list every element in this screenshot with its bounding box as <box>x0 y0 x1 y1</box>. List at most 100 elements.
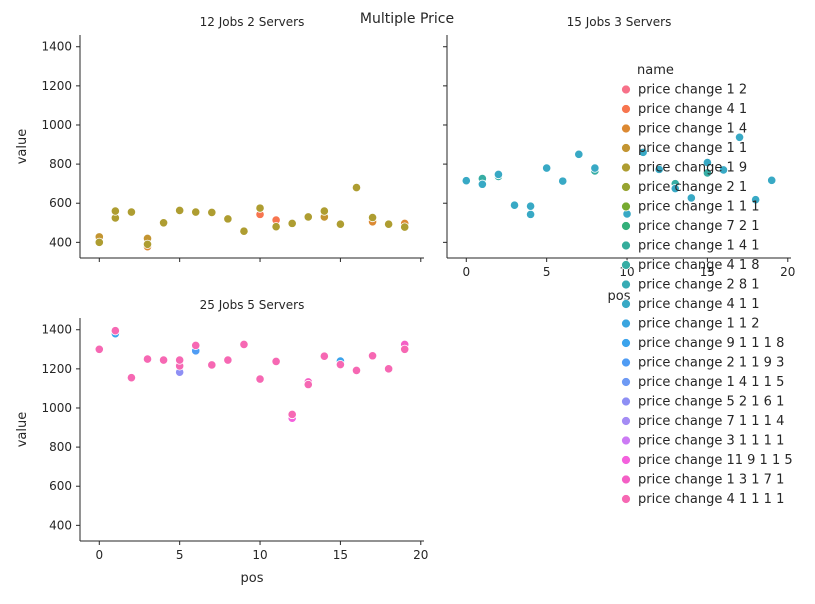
data-point <box>223 355 233 365</box>
legend-label: price change 7 2 1 <box>638 219 760 234</box>
legend-label: price change 11 9 1 1 5 <box>638 453 793 468</box>
y-tick-label: 1200 <box>41 79 72 93</box>
data-point <box>142 239 153 249</box>
y-tick-label: 400 <box>49 235 72 249</box>
data-point <box>287 409 297 420</box>
data-point <box>751 195 761 205</box>
data-point <box>271 222 281 232</box>
legend-label: price change 9 1 1 1 8 <box>638 336 784 351</box>
legend-title: name <box>637 63 674 78</box>
y-tick-label: 600 <box>49 479 72 493</box>
data-point <box>287 218 297 228</box>
data-point <box>767 175 777 185</box>
data-point <box>477 179 487 189</box>
legend-label: price change 2 1 1 9 3 <box>638 356 784 371</box>
legend-label: price change 1 4 <box>638 122 747 137</box>
legend-marker <box>621 357 631 368</box>
data-point <box>702 157 713 168</box>
legend-marker <box>621 435 631 446</box>
legend-marker <box>621 104 631 114</box>
y-axis-label: value <box>15 129 30 165</box>
data-point <box>686 193 696 203</box>
facet-title: 15 Jobs 3 Servers <box>567 15 672 29</box>
data-point <box>558 176 568 186</box>
legend-label: price change 1 4 1 <box>638 239 760 254</box>
legend-marker <box>621 396 631 407</box>
x-tick-label: 0 <box>95 548 103 562</box>
data-point <box>400 344 410 354</box>
legend-label: price change 2 8 1 <box>638 278 760 293</box>
legend-marker <box>621 143 631 153</box>
data-point <box>271 356 281 367</box>
data-point <box>207 360 217 370</box>
legend-label: price change 4 1 <box>638 102 747 117</box>
legend-marker <box>621 299 631 309</box>
data-point <box>175 355 185 365</box>
legend-label: price change 2 1 <box>638 180 747 195</box>
legend-marker <box>621 162 631 173</box>
data-point <box>126 207 137 217</box>
data-point <box>223 214 233 224</box>
data-point <box>319 351 329 361</box>
data-point <box>142 354 153 364</box>
legend-marker <box>621 260 631 270</box>
facet-title: 25 Jobs 5 Servers <box>200 298 305 312</box>
data-point <box>400 222 410 232</box>
y-tick-label: 1200 <box>41 362 72 376</box>
legend-label: price change 1 1 2 <box>638 317 760 332</box>
legend-label: price change 3 1 1 1 1 <box>638 434 784 449</box>
x-tick-label: 0 <box>462 265 470 279</box>
data-point <box>542 163 552 173</box>
legend-marker <box>621 494 631 504</box>
chart-title: Multiple Price <box>360 11 454 27</box>
data-point <box>255 203 265 213</box>
data-point <box>654 164 664 174</box>
data-point <box>702 168 713 178</box>
data-point <box>461 176 471 186</box>
legend-marker <box>621 416 631 426</box>
legend-marker <box>621 318 631 329</box>
data-point <box>384 364 394 374</box>
data-point <box>207 207 217 218</box>
data-point <box>191 340 201 350</box>
data-point <box>255 374 265 384</box>
y-tick-label: 800 <box>49 440 72 454</box>
legend-label: price change 1 1 1 <box>638 200 760 215</box>
data-point <box>158 218 169 228</box>
y-axis-label: value <box>15 412 30 448</box>
legend-label: price change 1 4 1 1 5 <box>638 375 784 390</box>
legend-label: price change 4 1 1 1 1 <box>638 492 784 507</box>
y-tick-label: 800 <box>49 157 72 171</box>
legend-marker <box>621 182 631 192</box>
legend-marker <box>621 377 631 387</box>
data-point <box>110 206 120 216</box>
data-point <box>335 359 346 370</box>
legend-label: price change 1 3 1 7 1 <box>638 473 784 488</box>
x-tick-label: 5 <box>176 548 184 562</box>
y-tick-label: 1000 <box>41 118 72 132</box>
y-tick-label: 1000 <box>41 401 72 415</box>
data-point <box>303 212 313 222</box>
data-point <box>191 207 201 217</box>
data-point <box>493 169 504 180</box>
x-tick-label: 15 <box>700 265 715 279</box>
data-point <box>525 209 536 219</box>
data-point <box>590 163 600 173</box>
data-point <box>158 355 169 365</box>
legend-label: price change 4 1 1 <box>638 297 760 312</box>
data-point <box>239 226 249 236</box>
legend-label: price change 1 9 <box>638 161 747 176</box>
data-point <box>509 200 520 210</box>
legend-marker <box>621 221 631 231</box>
legend-marker <box>621 84 631 95</box>
legend-marker <box>621 474 631 485</box>
data-point <box>126 373 137 383</box>
data-point <box>351 365 362 376</box>
legend-marker <box>621 240 631 251</box>
data-point <box>110 326 120 336</box>
data-point <box>734 132 745 142</box>
legend-marker <box>621 279 631 290</box>
data-point <box>94 344 104 354</box>
data-point <box>94 237 104 247</box>
